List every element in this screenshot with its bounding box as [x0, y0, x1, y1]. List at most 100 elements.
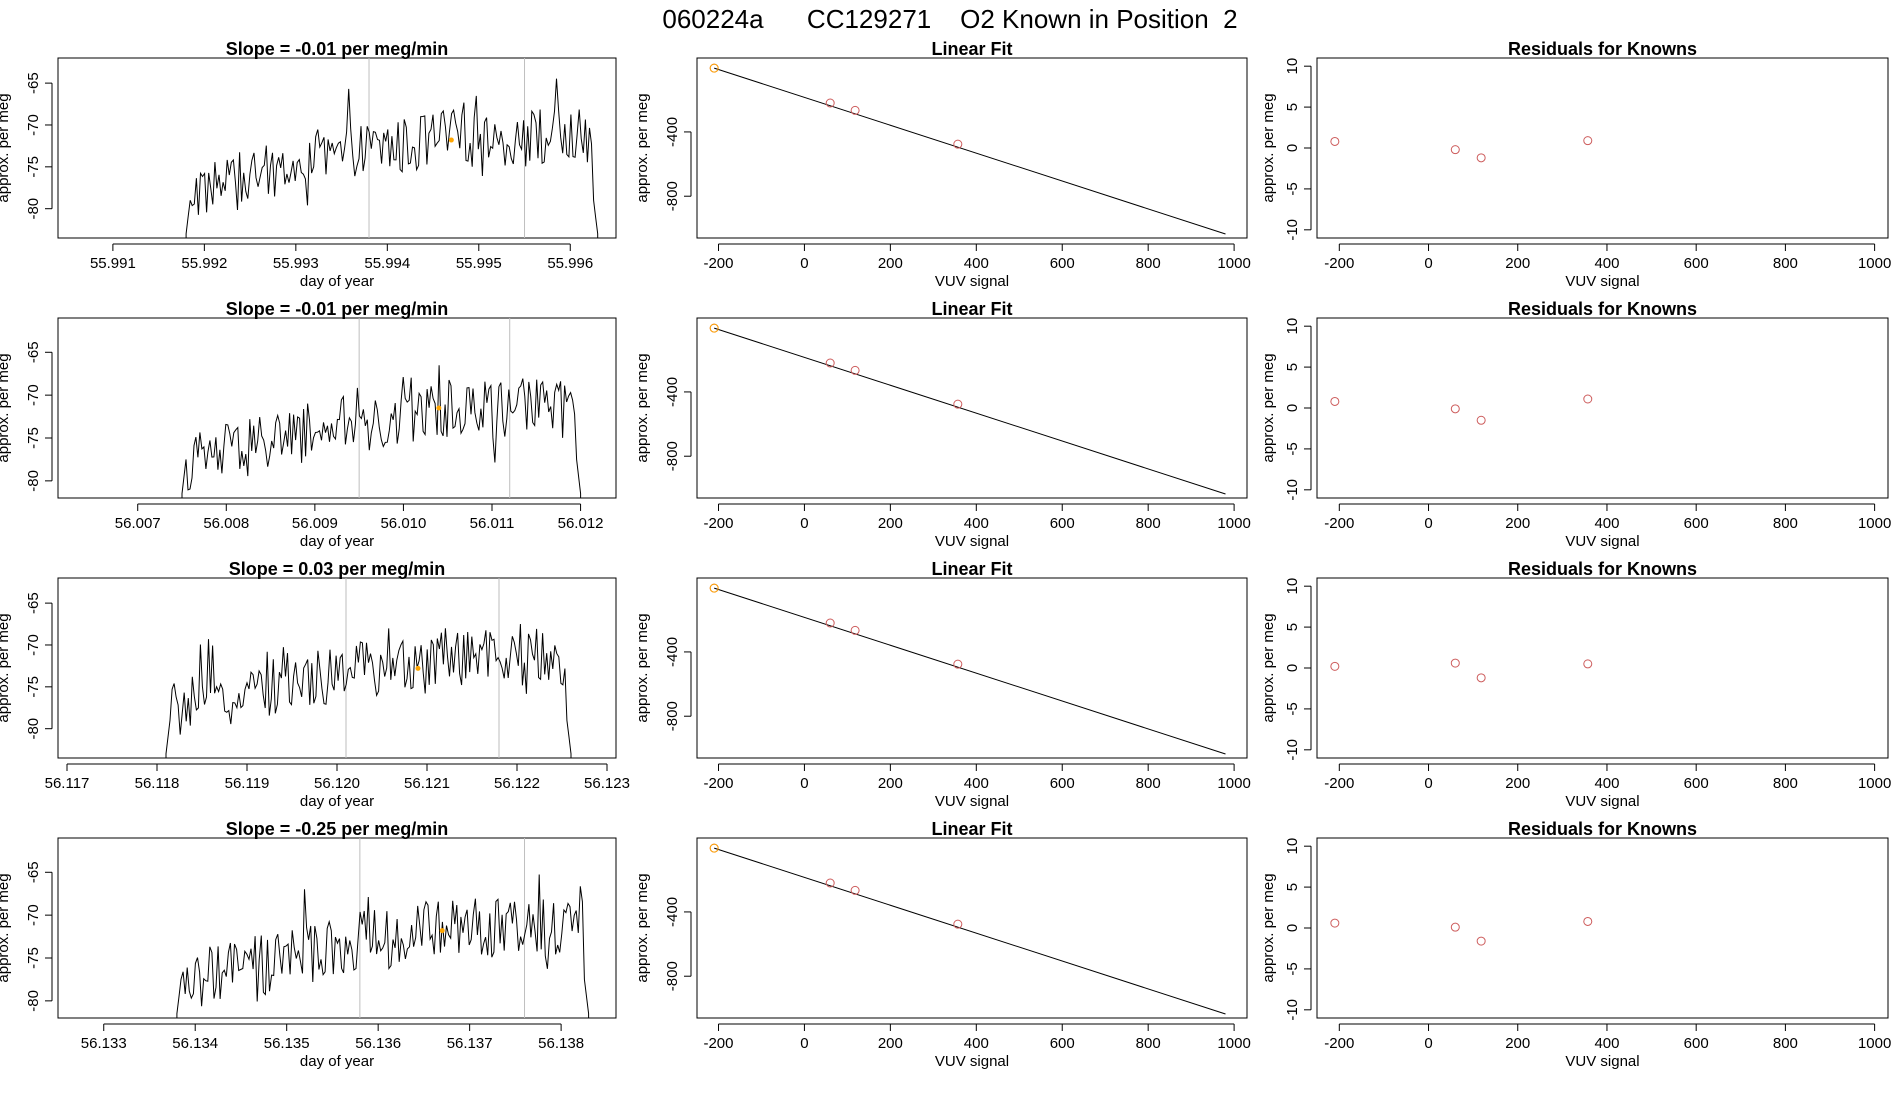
- r0-linear-fit-frame: [696, 57, 1248, 239]
- r3-linear-fit-x-tick-label: -200: [703, 1035, 733, 1052]
- r1-linear-fit-known-point: [825, 358, 835, 368]
- r1-timeseries-x-tick-label: 56.007: [115, 515, 161, 532]
- r0-residuals-residual-point: [1450, 145, 1460, 155]
- r0-timeseries-frame: [57, 57, 617, 239]
- r0-linear-fit-known-point: [850, 105, 860, 115]
- r2-timeseries-x-tick-label: 56.118: [135, 775, 180, 792]
- r2-residuals-residual-point: [1450, 658, 1460, 668]
- r0-timeseries-x-tick-label: 55.992: [181, 255, 227, 272]
- r3-residuals-residual-point: [1583, 916, 1593, 926]
- r1-residuals-x-label: VUV signal: [1565, 533, 1639, 550]
- r0-linear-fit-x-label: VUV signal: [935, 273, 1009, 290]
- r2-linear-fit-frame: [696, 577, 1248, 759]
- r3-timeseries-y-tick-label: -80: [25, 990, 42, 1012]
- r3-linear-fit-x-tick-label: 0: [800, 1035, 808, 1052]
- r3-timeseries-y-tick-label: -70: [25, 904, 42, 926]
- r3-timeseries-x-tick-label: 56.134: [172, 1035, 218, 1052]
- r3-residuals-y-tick-label: 0: [1284, 924, 1301, 932]
- r1-residuals-y-label: approx. per meg: [1260, 353, 1277, 462]
- r1-timeseries-y-tick-label: -75: [25, 427, 42, 449]
- r3-residuals-x-tick-label: -200: [1324, 1035, 1354, 1052]
- r3-timeseries-marker-point: [439, 928, 445, 934]
- r3-timeseries-y-label: approx. per meg: [0, 873, 12, 982]
- r0-linear-fit-x-tick-label: 600: [1050, 255, 1075, 272]
- r3-timeseries-x-tick-label: 56.136: [355, 1035, 401, 1052]
- r1-residuals-y-tick-label: 0: [1284, 404, 1301, 412]
- r1-residuals-x-tick-label: 1000: [1858, 515, 1891, 532]
- r3-residuals-x-tick-label: 200: [1505, 1035, 1530, 1052]
- r2-linear-fit-x-tick-label: 200: [878, 775, 903, 792]
- r0-residuals-y-tick-label: -10: [1284, 219, 1301, 241]
- r2-timeseries-y-label: approx. per meg: [0, 613, 12, 722]
- r0-linear-fit-x-tick-label: 1000: [1217, 255, 1250, 272]
- r2-linear-fit-fit-line: [714, 587, 1226, 755]
- r1-timeseries-x-tick-label: 56.011: [470, 515, 515, 532]
- r3-linear-fit-x-tick-label: 800: [1136, 1035, 1161, 1052]
- r2-linear-fit-y-label: approx. per meg: [634, 613, 651, 722]
- r1-linear-fit-y-tick-label: -400: [664, 377, 681, 407]
- r0-timeseries-y-tick-label: -70: [25, 114, 42, 136]
- r3-timeseries-x-tick-label: 56.133: [81, 1035, 127, 1052]
- r2-residuals-residual-point: [1476, 673, 1486, 683]
- r2-residuals-x-tick-label: 800: [1773, 775, 1798, 792]
- r2-residuals-y-tick-label: -5: [1284, 702, 1301, 715]
- r1-linear-fit-y-tick-label: -800: [664, 441, 681, 471]
- r1-linear-fit-y-label: approx. per meg: [634, 353, 651, 462]
- r1-timeseries-y-label: approx. per meg: [0, 353, 12, 462]
- r1-linear-fit-x-tick-label: 400: [964, 515, 989, 532]
- r2-residuals-y-tick-label: 10: [1284, 578, 1301, 595]
- r3-linear-fit-title: Linear Fit: [931, 819, 1012, 839]
- r3-linear-fit-x-tick-label: 1000: [1217, 1035, 1250, 1052]
- r1-residuals-y-tick-label: 5: [1284, 363, 1301, 371]
- r2-residuals-title: Residuals for Knowns: [1508, 559, 1697, 579]
- r1-residuals-x-tick-label: 0: [1424, 515, 1432, 532]
- r2-residuals-y-tick-label: 0: [1284, 664, 1301, 672]
- r2-residuals-x-tick-label: 200: [1505, 775, 1530, 792]
- r0-residuals-y-tick-label: 10: [1284, 58, 1301, 75]
- r2-linear-fit-title: Linear Fit: [931, 559, 1012, 579]
- r0-timeseries-y-tick-label: -65: [25, 72, 42, 94]
- r3-linear-fit-y-label: approx. per meg: [634, 873, 651, 982]
- r2-timeseries-x-tick-label: 56.123: [584, 775, 630, 792]
- r0-residuals-x-tick-label: 600: [1684, 255, 1709, 272]
- r0-linear-fit-x-tick-label: 800: [1136, 255, 1161, 272]
- r3-linear-fit-y-tick-label: -400: [664, 897, 681, 927]
- r0-residuals-x-tick-label: 400: [1594, 255, 1619, 272]
- r1-linear-fit-fit-line: [714, 327, 1226, 495]
- r2-timeseries-x-tick-label: 56.117: [45, 775, 90, 792]
- r3-timeseries-x-label: day of year: [300, 1053, 374, 1070]
- r0-residuals-x-tick-label: 0: [1424, 255, 1432, 272]
- r1-linear-fit-x-tick-label: 1000: [1217, 515, 1250, 532]
- r0-linear-fit-x-tick-label: 0: [800, 255, 808, 272]
- r2-timeseries-x-tick-label: 56.122: [494, 775, 540, 792]
- r1-linear-fit-x-tick-label: 600: [1050, 515, 1075, 532]
- r1-timeseries-marker-point: [436, 405, 442, 411]
- r0-residuals-y-tick-label: 5: [1284, 103, 1301, 111]
- r3-residuals-y-label: approx. per meg: [1260, 873, 1277, 982]
- r0-timeseries-x-tick-label: 55.991: [90, 255, 136, 272]
- r2-residuals-x-tick-label: 1000: [1858, 775, 1891, 792]
- r1-linear-fit-x-tick-label: 0: [800, 515, 808, 532]
- r0-linear-fit-highlight-point: [709, 63, 719, 73]
- r0-residuals-y-tick-label: -5: [1284, 182, 1301, 195]
- r1-linear-fit-known-point: [953, 399, 963, 409]
- r2-timeseries-marker-point: [415, 665, 421, 671]
- r1-residuals-residual-point: [1450, 404, 1460, 414]
- r3-residuals-y-tick-label: 10: [1284, 838, 1301, 855]
- r1-residuals-y-tick-label: -10: [1284, 479, 1301, 501]
- r0-linear-fit-y-tick-label: -800: [664, 181, 681, 211]
- r3-linear-fit-known-point: [953, 919, 963, 929]
- r2-linear-fit-known-point: [953, 659, 963, 669]
- r2-residuals-y-tick-label: -10: [1284, 739, 1301, 761]
- r0-timeseries-x-tick-label: 55.996: [547, 255, 593, 272]
- r1-residuals-residual-point: [1330, 396, 1340, 406]
- r1-timeseries-x-tick-label: 56.009: [292, 515, 338, 532]
- r3-linear-fit-y-tick-label: -800: [664, 961, 681, 991]
- r0-linear-fit-known-point: [825, 98, 835, 108]
- r2-residuals-x-label: VUV signal: [1565, 793, 1639, 810]
- r2-linear-fit-x-label: VUV signal: [935, 793, 1009, 810]
- r2-residuals-residual-point: [1583, 659, 1593, 669]
- r1-residuals-x-tick-label: 400: [1594, 515, 1619, 532]
- r1-timeseries-title: Slope = -0.01 per meg/min: [226, 299, 449, 319]
